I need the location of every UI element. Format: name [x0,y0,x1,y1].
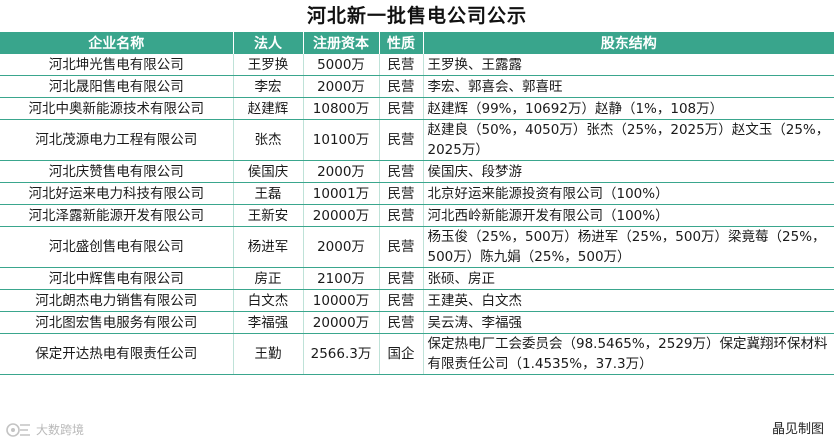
registered-capital: 20000万 [303,311,380,334]
company-name: 河北中奥新能源技术有限公司 [0,97,234,120]
header-registered-capital: 注册资本 [303,32,380,54]
registered-capital: 10800万 [303,97,380,120]
company-name: 河北坤光售电有限公司 [0,54,234,76]
legal-person: 杨进军 [233,226,304,268]
nature: 民营 [379,54,424,76]
legal-person: 赵建辉 [233,97,304,120]
header-shareholder-structure: 股东结构 [423,32,834,54]
table-row: 河北坤光售电有限公司 王罗换 5000万 民营 王罗换、王露露 [0,54,834,76]
nature: 民营 [379,289,424,312]
company-name: 河北朗杰电力销售有限公司 [0,289,234,312]
registered-capital: 10001万 [303,182,380,205]
legal-person: 王勤 [233,333,304,375]
registered-capital: 2000万 [303,160,380,183]
table-row: 河北泽露新能源开发有限公司 王新安 20000万 民营 河北西岭新能源开发有限公… [0,204,834,227]
nature: 民营 [379,75,424,98]
company-name: 河北好运来电力科技有限公司 [0,182,234,205]
legal-person: 王罗换 [233,54,304,76]
page-title: 河北新一批售电公司公示 [306,5,527,27]
legal-person: 李福强 [233,311,304,334]
shareholders: 王罗换、王露露 [423,54,834,76]
header-nature: 性质 [379,32,424,54]
table-row: 河北中辉售电有限公司 房正 2100万 民营 张硕、房正 [0,267,834,290]
table-row: 河北图宏售电服务有限公司 李福强 20000万 民营 吴云涛、李福强 [0,311,834,334]
nature: 国企 [379,333,424,375]
company-table: 企业名称 法人 注册资本 性质 股东结构 河北坤光售电有限公司 王罗换 5000… [0,32,834,375]
company-name: 河北庆赞售电有限公司 [0,160,234,183]
registered-capital: 10000万 [303,289,380,312]
nature: 民营 [379,97,424,120]
nature: 民营 [379,311,424,334]
table-row: 河北盛创售电有限公司 杨进军 2000万 民营 杨玉俊（25%，500万）杨进军… [0,226,834,268]
company-name: 河北泽露新能源开发有限公司 [0,204,234,227]
legal-person: 白文杰 [233,289,304,312]
company-name: 河北中辉售电有限公司 [0,267,234,290]
table-row: 河北中奥新能源技术有限公司 赵建辉 10800万 民营 赵建辉（99%，1069… [0,97,834,120]
legal-person: 王磊 [233,182,304,205]
shareholders: 王建英、白文杰 [423,289,834,312]
legal-person: 侯国庆 [233,160,304,183]
registered-capital: 2000万 [303,226,380,268]
shareholders: 河北西岭新能源开发有限公司（100%） [423,204,834,227]
shareholders: 保定热电厂工会委员会（98.5465%，2529万）保定冀翔环保材料有限责任公司… [423,333,834,375]
company-name: 河北茂源电力工程有限公司 [0,119,234,161]
nature: 民营 [379,204,424,227]
registered-capital: 2000万 [303,75,380,98]
shareholders: 侯国庆、段梦游 [423,160,834,183]
shareholders: 杨玉俊（25%，500万）杨进军（25%，500万）梁竟莓（25%，500万）陈… [423,226,834,268]
shareholders: 张硕、房正 [423,267,834,290]
header-company-name: 企业名称 [0,32,234,54]
nature: 民营 [379,119,424,161]
legal-person: 房正 [233,267,304,290]
watermark: 大数跨境 [6,420,84,440]
nature: 民营 [379,267,424,290]
company-name: 河北图宏售电服务有限公司 [0,311,234,334]
registered-capital: 5000万 [303,54,380,76]
shareholders: 赵建辉（99%，10692万）赵静（1%，108万） [423,97,834,120]
legal-person: 张杰 [233,119,304,161]
company-name: 保定开达热电有限责任公司 [0,333,234,375]
table-row: 河北晟阳售电有限公司 李宏 2000万 民营 李宏、郭喜会、郭喜旺 [0,75,834,98]
legal-person: 李宏 [233,75,304,98]
registered-capital: 20000万 [303,204,380,227]
shareholders: 北京好运来能源投资有限公司（100%） [423,182,834,205]
header-legal-person: 法人 [233,32,304,54]
registered-capital: 2100万 [303,267,380,290]
credit-text: 晶见制图 [771,422,824,437]
table-header-row: 企业名称 法人 注册资本 性质 股东结构 [0,32,834,54]
nature: 民营 [379,182,424,205]
company-name: 河北晟阳售电有限公司 [0,75,234,98]
shareholders: 赵建良（50%，4050万）张杰（25%，2025万）赵文玉（25%，2025万… [423,119,834,161]
company-name: 河北盛创售电有限公司 [0,226,234,268]
table-row: 河北茂源电力工程有限公司 张杰 10100万 民营 赵建良（50%，4050万）… [0,119,834,161]
watermark-logo-icon [6,421,32,439]
legal-person: 王新安 [233,204,304,227]
shareholders: 吴云涛、李福强 [423,311,834,334]
nature: 民营 [379,226,424,268]
table-row: 河北朗杰电力销售有限公司 白文杰 10000万 民营 王建英、白文杰 [0,289,834,312]
registered-capital: 10100万 [303,119,380,161]
registered-capital: 2566.3万 [303,333,380,375]
shareholders: 李宏、郭喜会、郭喜旺 [423,75,834,98]
table-row: 河北好运来电力科技有限公司 王磊 10001万 民营 北京好运来能源投资有限公司… [0,182,834,205]
table-row: 保定开达热电有限责任公司 王勤 2566.3万 国企 保定热电厂工会委员会（98… [0,333,834,375]
table-row: 河北庆赞售电有限公司 侯国庆 2000万 民营 侯国庆、段梦游 [0,160,834,183]
nature: 民营 [379,160,424,183]
watermark-text: 大数跨境 [36,423,85,437]
